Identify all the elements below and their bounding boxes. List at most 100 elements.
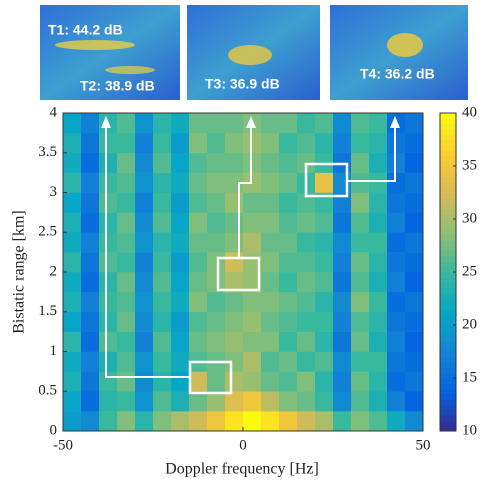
colorbar-swatch xyxy=(440,272,456,278)
heat-cell xyxy=(387,291,406,313)
heat-cell xyxy=(153,272,172,293)
heat-cell xyxy=(99,252,118,273)
heat-cell xyxy=(99,232,118,253)
heat-cell xyxy=(369,391,388,412)
heat-cell xyxy=(225,391,244,412)
colorbar-swatch xyxy=(440,113,456,119)
heat-cell xyxy=(135,331,154,352)
colorbar-tick-label: 20 xyxy=(462,316,477,332)
heat-cell xyxy=(171,351,190,372)
heat-cell xyxy=(351,331,370,352)
heat-cell xyxy=(117,351,136,372)
heat-cell xyxy=(117,212,136,233)
heat-cell xyxy=(81,291,100,313)
heat-cell xyxy=(279,172,298,193)
heat-cell xyxy=(207,132,226,154)
heat-cell xyxy=(315,291,334,313)
heat-cell xyxy=(171,291,190,313)
colorbar-swatch xyxy=(440,240,456,246)
heat-cell xyxy=(243,172,262,193)
heat-cell xyxy=(387,152,406,173)
heat-cell xyxy=(99,291,118,313)
heat-cell xyxy=(207,232,226,253)
annotation: T1: 44.2 dB xyxy=(48,22,123,38)
heat-cell xyxy=(387,391,406,412)
heat-cell xyxy=(207,331,226,352)
heat-cell xyxy=(207,212,226,233)
heat-cell xyxy=(207,411,226,432)
y-tick-label: 2.5 xyxy=(38,224,57,240)
heat-cell xyxy=(261,232,280,253)
heat-cell xyxy=(351,351,370,372)
heat-cell xyxy=(117,331,136,352)
heat-cell xyxy=(279,252,298,273)
colorbar-swatch xyxy=(440,362,456,368)
colorbar-swatch xyxy=(440,203,456,209)
y-axis-label: Bistatic range [km] xyxy=(11,210,28,334)
arrow-head xyxy=(390,116,400,128)
colorbar-swatch xyxy=(440,150,456,156)
colorbar-swatch xyxy=(440,314,456,321)
heat-cell xyxy=(333,212,352,233)
heat-cell xyxy=(369,212,388,233)
heat-cell xyxy=(171,192,190,213)
x-axis-label: Doppler frequency [Hz] xyxy=(165,461,319,478)
heat-cell xyxy=(99,132,118,154)
heat-cell xyxy=(153,351,172,372)
heat-cell xyxy=(81,351,100,372)
heat-cell xyxy=(135,113,154,134)
x-tick-label: 0 xyxy=(239,437,247,453)
heat-cell xyxy=(207,371,226,392)
heat-cell xyxy=(405,232,424,253)
x-tick-label: -50 xyxy=(53,437,73,453)
heat-cell xyxy=(63,371,82,392)
heat-cell xyxy=(369,272,388,293)
heat-cell xyxy=(369,252,388,273)
heat-cell xyxy=(243,411,262,432)
arrow-head xyxy=(101,116,111,128)
colorbar-tick-label: 25 xyxy=(462,263,477,279)
heat-cell xyxy=(315,331,334,352)
heat-cell xyxy=(261,272,280,293)
heat-cell xyxy=(207,192,226,213)
heat-cell xyxy=(207,113,226,134)
heat-cell xyxy=(117,411,136,432)
heat-cell xyxy=(333,172,352,193)
heat-cell xyxy=(279,291,298,313)
heat-cell xyxy=(225,411,244,432)
heat-cell xyxy=(99,212,118,233)
heat-cell xyxy=(189,192,208,213)
colorbar-tick-label: 30 xyxy=(462,210,477,226)
heat-cell xyxy=(315,252,334,273)
heat-cell xyxy=(135,192,154,213)
heat-cell xyxy=(99,192,118,213)
heat-cell xyxy=(243,232,262,253)
heat-cell xyxy=(63,192,82,213)
heat-cell xyxy=(225,192,244,213)
heat-cell xyxy=(153,172,172,193)
heat-cell xyxy=(189,331,208,352)
heat-cell xyxy=(63,411,82,432)
colorbar-swatch xyxy=(440,415,456,421)
heat-cell xyxy=(117,391,136,412)
heat-cell xyxy=(279,371,298,392)
heat-cell xyxy=(117,272,136,293)
heat-cell xyxy=(81,391,100,412)
colorbar-swatch xyxy=(440,224,456,231)
heat-cell xyxy=(387,331,406,352)
colorbar-swatch xyxy=(440,367,456,374)
heat-cell xyxy=(279,411,298,432)
heat-cell xyxy=(261,132,280,154)
heat-cell xyxy=(225,272,244,293)
colorbar-tick-label: 35 xyxy=(462,157,477,173)
heat-cell xyxy=(243,331,262,352)
heat-cell xyxy=(387,212,406,233)
heat-cell xyxy=(369,291,388,313)
heat-cell xyxy=(405,331,424,352)
colorbar-swatch xyxy=(440,192,456,199)
heat-cell xyxy=(369,371,388,392)
heat-cell xyxy=(63,152,82,173)
heat-cell xyxy=(189,371,208,392)
heat-cell xyxy=(171,212,190,233)
heat-cell xyxy=(207,252,226,273)
